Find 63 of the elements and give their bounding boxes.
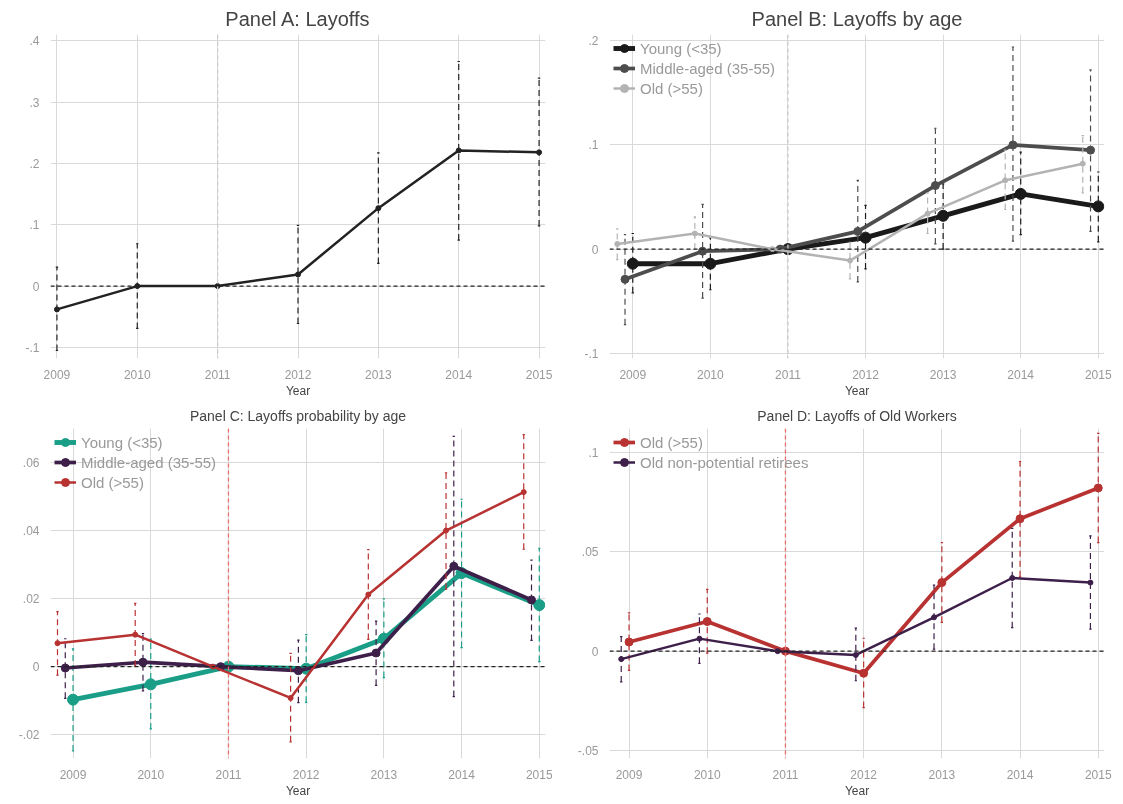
y-tick-label: .4 (29, 34, 40, 49)
y-tick-label: .02 (22, 592, 40, 607)
y-tick-label: -.02 (18, 728, 40, 743)
x-tick-label: 2014 (445, 367, 473, 382)
x-tick-label: 2015 (1084, 367, 1112, 382)
x-tick-label: 2011 (775, 367, 802, 382)
x-tick-label: 2013 (928, 767, 956, 782)
x-tick-label: 2014 (1006, 767, 1034, 782)
x-tick-label: 2010 (697, 367, 725, 382)
legend-label: Middle-aged (35-55) (640, 59, 776, 77)
x-axis-title: Year (844, 783, 870, 798)
y-tick-label: .1 (29, 218, 40, 233)
x-tick-label: 2015 (1084, 767, 1112, 782)
x-tick-label: 2013 (370, 767, 398, 782)
x-tick-label: 2012 (852, 367, 880, 382)
x-tick-label: 2011 (215, 767, 242, 782)
y-tick-label: .05 (581, 545, 599, 560)
y-tick-label: .1 (588, 138, 599, 153)
x-tick-label: 2009 (619, 367, 647, 382)
y-tick-label: 0 (32, 660, 40, 675)
chart-title: Panel C: Layoffs probability by age (189, 407, 407, 424)
legend-label: Old non-potential retirees (640, 453, 809, 471)
legend-label: Old (>55) (640, 79, 703, 97)
y-tick-label: 0 (32, 279, 40, 294)
x-axis-title: Year (285, 383, 311, 398)
x-tick-label: 2014 (448, 767, 476, 782)
y-tick-label: 0 (591, 242, 599, 257)
x-tick-label: 2013 (929, 367, 957, 382)
y-tick-label: .06 (22, 456, 40, 471)
legend-label: Middle-aged (35-55) (81, 453, 217, 471)
chart-title: Panel D: Layoffs of Old Workers (757, 407, 957, 424)
chart-title: Panel A: Layoffs (225, 7, 370, 30)
y-tick-label: -.05 (577, 744, 599, 759)
x-tick-label: 2010 (137, 767, 165, 782)
x-tick-label: 2009 (59, 767, 87, 782)
y-tick-label: 0 (591, 644, 599, 659)
legend-label: Old (>55) (640, 433, 703, 451)
x-tick-label: 2014 (1007, 367, 1035, 382)
y-tick-label: .1 (588, 445, 599, 460)
x-tick-label: 2015 (525, 367, 553, 382)
x-axis-title: Year (285, 783, 311, 798)
chart-title: Panel B: Layoffs by age (751, 7, 963, 30)
legend-label: Young (<35) (640, 39, 722, 57)
y-tick-label: .04 (22, 524, 40, 539)
x-tick-label: 2015 (525, 767, 553, 782)
x-tick-label: 2012 (850, 767, 878, 782)
legend-label: Old (>55) (81, 473, 144, 491)
x-tick-label: 2013 (365, 367, 393, 382)
x-tick-label: 2011 (772, 767, 799, 782)
y-tick-label: -.1 (25, 340, 40, 355)
legend-label: Young (<35) (81, 433, 163, 451)
x-tick-label: 2012 (284, 367, 312, 382)
y-tick-label: .2 (29, 156, 40, 171)
y-tick-label: .2 (588, 34, 599, 49)
x-axis-title: Year (844, 383, 870, 398)
x-tick-label: 2010 (123, 367, 151, 382)
x-tick-label: 2011 (204, 367, 231, 382)
x-tick-label: 2009 (615, 767, 643, 782)
x-tick-label: 2009 (43, 367, 71, 382)
y-tick-label: .3 (29, 95, 40, 110)
x-tick-label: 2012 (292, 767, 320, 782)
x-tick-label: 2010 (693, 767, 721, 782)
y-tick-label: -.1 (584, 346, 599, 361)
